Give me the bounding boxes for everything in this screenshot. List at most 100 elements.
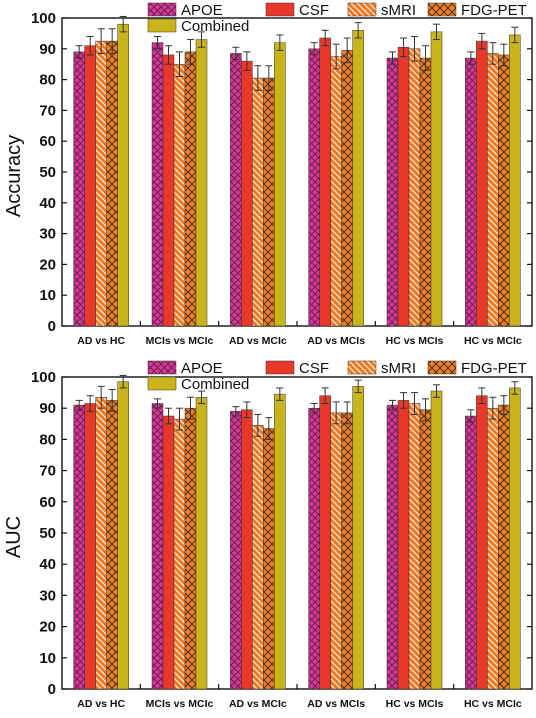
- plot-frame: [61, 376, 533, 690]
- legend-swatch-combined: [147, 18, 177, 33]
- bar-apoe-2: [151, 42, 164, 327]
- legend: APOE CSF sMRI FDG-PET Combined: [147, 360, 527, 393]
- bar-csf-4: [319, 37, 331, 327]
- bar-fdgpet-3: [263, 77, 275, 327]
- y-tick-label: 20: [39, 619, 56, 636]
- plot-frame: [61, 17, 533, 327]
- x-tick-label: MCIs vs MCIc: [146, 698, 214, 710]
- bar-combined-6: [509, 34, 521, 327]
- bar-combined-2: [195, 397, 208, 690]
- bar-smri-2: [173, 418, 186, 690]
- y-tick-label: 0: [48, 318, 56, 335]
- bar-apoe-5: [386, 57, 399, 327]
- bar-apoe-3: [230, 53, 242, 327]
- bar-fdgpet-4: [341, 50, 353, 327]
- bar-fdgpet-2: [184, 51, 197, 327]
- x-tick-label: HC vs MCIs: [386, 335, 444, 347]
- bar-smri-6: [487, 407, 499, 690]
- bar-combined-2: [195, 39, 208, 327]
- y-tick-label: 90: [39, 400, 56, 417]
- legend-label-csf: CSF: [299, 360, 329, 377]
- y-axis-title: Accuracy: [3, 135, 25, 217]
- x-tick-label: AD vs MCIs: [307, 698, 365, 710]
- bar-fdgpet-1: [106, 400, 118, 690]
- bar-csf-1: [84, 403, 96, 690]
- x-tick-label: AD vs HC: [77, 698, 125, 710]
- bar-fdgpet-5: [419, 57, 432, 327]
- y-tick-label: 100: [31, 10, 56, 27]
- bar-smri-4: [330, 412, 342, 690]
- bar-apoe-2: [151, 403, 164, 690]
- bar-fdgpet-5: [419, 409, 432, 690]
- y-tick-label: 40: [39, 195, 56, 212]
- bar-apoe-4: [308, 407, 320, 690]
- y-tick-label: 30: [39, 226, 56, 243]
- chart-panel-1: 0 10 20 30 40 50 60 70 80 90 100 Accuracy AD vs HC MC…: [3, 2, 533, 347]
- y-tick-label: 0: [48, 681, 56, 698]
- y-tick-label: 60: [39, 494, 56, 511]
- bar-csf-4: [319, 395, 331, 690]
- legend-swatch-fdgpet: [427, 360, 457, 375]
- x-tick-label: MCIs vs MCIc: [146, 335, 214, 347]
- bar-smri-5: [408, 403, 421, 690]
- x-tick-label: HC vs MCIc: [464, 698, 522, 710]
- chart-panel-2: 0 10 20 30 40 50 60 70 80 90 100 AUC AD vs HC MCIs vs…: [3, 360, 533, 710]
- bar-fdgpet-6: [498, 404, 510, 690]
- bar-smri-6: [487, 53, 499, 327]
- bar-csf-2: [162, 415, 175, 690]
- legend-swatch-combined: [147, 376, 177, 391]
- bar-csf-6: [476, 395, 488, 690]
- y-axis: 0 10 20 30 40 50 60 70 80 90 100: [31, 10, 532, 335]
- bar-fdgpet-2: [184, 407, 197, 690]
- x-tick-label: AD vs MCIc: [229, 335, 287, 347]
- y-tick-label: 40: [39, 556, 56, 573]
- y-axis-title: AUC: [3, 516, 25, 558]
- y-tick-label: 70: [39, 463, 56, 480]
- y-tick-label: 60: [39, 133, 56, 150]
- legend-label-fdgpet: FDG-PET: [461, 2, 527, 19]
- bar-csf-2: [162, 54, 175, 327]
- bar-csf-5: [397, 400, 410, 690]
- legend-label-smri: sMRI: [381, 360, 416, 377]
- legend-swatch-csf: [265, 2, 295, 17]
- legend-label-combined: Combined: [181, 18, 249, 35]
- y-tick-label: 80: [39, 431, 56, 448]
- bar-fdgpet-4: [341, 412, 353, 690]
- legend-label-smri: sMRI: [381, 2, 416, 19]
- legend-swatch-smri: [347, 2, 377, 17]
- bar-combined-5: [430, 31, 443, 327]
- bar-apoe-4: [308, 48, 320, 327]
- legend-swatch-fdgpet: [427, 2, 457, 17]
- y-tick-label: 20: [39, 256, 56, 273]
- bar-smri-3: [252, 77, 264, 327]
- legend-label-combined: Combined: [181, 376, 249, 393]
- y-axis: 0 10 20 30 40 50 60 70 80 90 100: [31, 369, 532, 698]
- y-tick-label: 30: [39, 587, 56, 604]
- legend-swatch-csf: [265, 360, 295, 375]
- bar-csf-1: [84, 45, 96, 327]
- legend-label-apoe: APOE: [181, 2, 223, 19]
- legend-label-fdgpet: FDG-PET: [461, 360, 527, 377]
- bar-combined-4: [352, 386, 364, 690]
- x-tick-label: AD vs MCIs: [307, 335, 365, 347]
- x-tick-label: HC vs MCIc: [464, 335, 522, 347]
- x-tick-label: AD vs HC: [77, 335, 125, 347]
- bar-combined-1: [117, 23, 129, 327]
- legend-swatch-apoe: [147, 360, 177, 375]
- bar-smri-3: [252, 425, 264, 690]
- bar-combined-5: [430, 390, 443, 690]
- y-tick-label: 100: [31, 369, 56, 386]
- bar-apoe-6: [465, 57, 477, 327]
- bars: [73, 374, 521, 690]
- y-tick-label: 90: [39, 41, 56, 58]
- bar-apoe-1: [73, 51, 85, 327]
- bar-apoe-3: [230, 411, 242, 690]
- bars: [73, 15, 521, 327]
- y-tick-label: 10: [39, 287, 56, 304]
- bar-combined-6: [509, 387, 521, 690]
- bar-csf-6: [476, 40, 488, 327]
- y-tick-label: 80: [39, 72, 56, 89]
- bar-combined-4: [352, 30, 364, 327]
